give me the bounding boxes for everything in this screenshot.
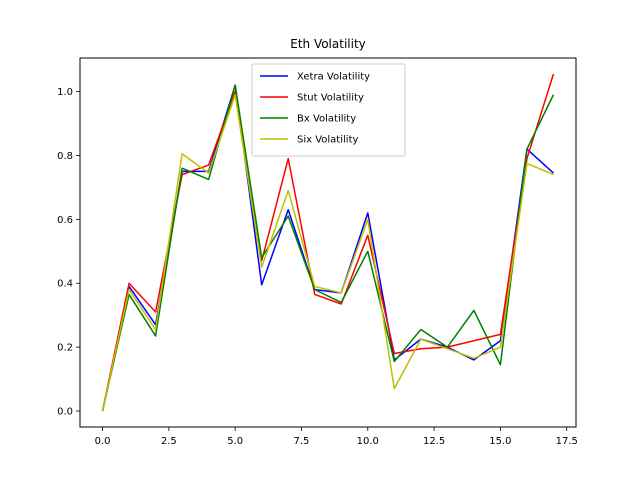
y-tick-label: 0.4: [57, 279, 73, 290]
series-line-3: [101, 93, 554, 412]
x-tick-label: 5.0: [227, 436, 243, 447]
x-tick-label: 12.5: [423, 436, 445, 447]
legend-label-1: Stut Volatility: [297, 93, 364, 104]
x-tick-label: 15.0: [489, 436, 511, 447]
x-axis: 0.0 2.5 5.0 7.5 10.0 12.5 15.0 17.5: [95, 427, 578, 447]
x-tick-label: 10.0: [357, 436, 379, 447]
series-line-2: [101, 84, 555, 412]
y-tick-label: 0.8: [57, 151, 73, 162]
y-tick-label: 0.0: [57, 407, 73, 418]
x-tick-label: 0.0: [95, 436, 111, 447]
y-tick-label: 0.2: [57, 343, 73, 354]
plot-frame: [79, 57, 577, 428]
legend-label-0: Xetra Volatility: [297, 72, 370, 83]
legend-label-2: Bx Volatility: [297, 114, 356, 125]
chart-title: Eth Volatility: [290, 37, 366, 51]
y-axis: 0.0 0.2 0.4 0.6 0.8 1.0: [57, 87, 80, 418]
y-tick-label: 0.6: [57, 215, 73, 226]
plot-lines: [101, 73, 555, 412]
y-tick-label: 1.0: [57, 87, 73, 98]
legend-label-3: Six Volatility: [297, 135, 358, 146]
legend-box: [251, 63, 406, 157]
x-tick-label: 17.5: [556, 436, 578, 447]
x-tick-label: 7.5: [294, 436, 310, 447]
legend: Xetra Volatility Stut Volatility Bx Volati…: [251, 63, 406, 157]
x-tick-label: 2.5: [161, 436, 177, 447]
